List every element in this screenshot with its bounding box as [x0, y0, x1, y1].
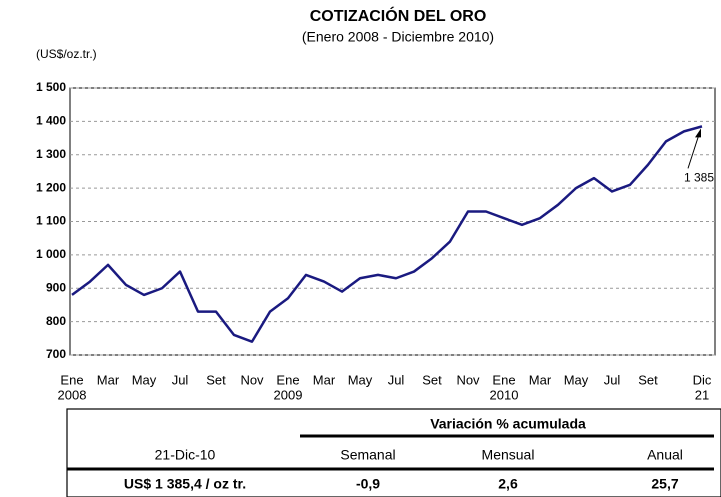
cell: US$ 1 385,4 / oz tr. [124, 476, 246, 492]
x-tick-label: May [132, 372, 157, 387]
y-tick-label: 700 [46, 347, 66, 361]
y-tick-label: 1 400 [36, 114, 66, 128]
column-header: Mensual [482, 447, 535, 463]
chart-subtitle: (Enero 2008 - Diciembre 2010) [302, 29, 494, 45]
arrow-head [695, 128, 701, 138]
y-tick-label: 900 [46, 280, 66, 294]
x-tick-label: Dic [693, 372, 712, 387]
x-tick-label: Set [206, 372, 226, 387]
table-frame [66, 408, 721, 497]
y-axis-label: (US$/oz.tr.) [36, 47, 97, 61]
x-tick-sublabel: 2010 [490, 387, 519, 402]
x-tick-label: Ene [60, 372, 83, 387]
x-tick-label: Jul [604, 372, 621, 387]
annotation-label: 1 385 [684, 171, 714, 185]
x-tick-label: Set [638, 372, 658, 387]
x-tick-label: Nov [456, 372, 480, 387]
x-tick-sublabel: 2009 [274, 387, 303, 402]
column-header: Anual [647, 447, 683, 463]
y-tick-label: 1 100 [36, 214, 66, 228]
cell: 25,7 [651, 476, 678, 492]
x-tick-label: Jul [172, 372, 189, 387]
y-tick-label: 800 [46, 314, 66, 328]
x-tick-label: Mar [529, 372, 552, 387]
x-tick-label: Nov [240, 372, 264, 387]
y-tick-label: 1 500 [36, 80, 66, 94]
cell: -0,9 [356, 476, 380, 492]
x-tick-sublabel: 2008 [58, 387, 87, 402]
annotation-arrow [687, 131, 701, 169]
x-tick-label: May [348, 372, 373, 387]
x-tick-label: Mar [313, 372, 336, 387]
x-tick-label: Set [422, 372, 442, 387]
y-tick-label: 1 300 [36, 147, 66, 161]
table-group-header: Variación % acumulada [430, 416, 586, 432]
x-tick-label: Ene [492, 372, 515, 387]
x-tick-sublabel: 21 [695, 387, 709, 402]
table: Variación % acumulada 21-Dic-10 Semanal … [66, 408, 721, 497]
y-tick-label: 1 200 [36, 180, 66, 194]
line-series [71, 125, 703, 343]
column-header: 21-Dic-10 [155, 447, 216, 463]
y-tick-label: 1 000 [36, 247, 66, 261]
x-tick-label: Jul [388, 372, 405, 387]
column-header: Semanal [340, 447, 395, 463]
x-tick-label: May [564, 372, 589, 387]
cell: 2,6 [498, 476, 518, 492]
x-tick-label: Mar [97, 372, 120, 387]
chart-title: COTIZACIÓN DEL ORO [310, 6, 487, 25]
x-tick-label: Ene [276, 372, 299, 387]
